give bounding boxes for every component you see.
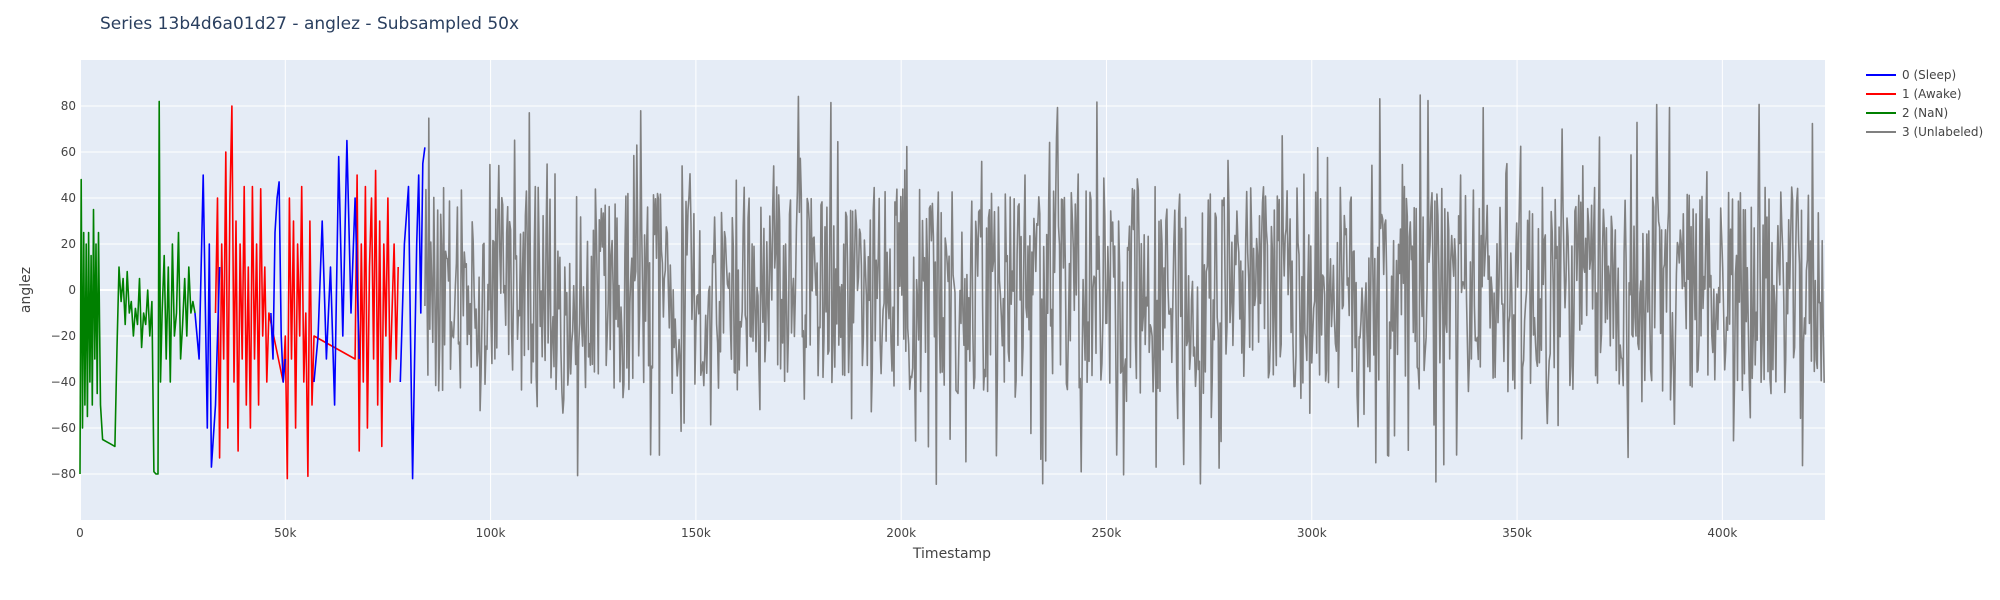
series-sleep-line: [194, 174, 221, 468]
y-tick-label: 60: [61, 145, 76, 159]
x-tick-label: 300k: [1297, 526, 1327, 540]
y-tick-label: −20: [51, 329, 76, 343]
x-tick-label: 400k: [1707, 526, 1737, 540]
x-axis-title: Timestamp: [912, 546, 991, 562]
y-tick-label: 80: [61, 99, 76, 113]
x-tick-label: 0: [76, 526, 84, 540]
y-axis-title: anglez: [18, 267, 34, 313]
x-tick-label: 50k: [274, 526, 296, 540]
y-axis-ticks: −80 −60 −40 −20 0 20 40 60 80: [51, 99, 76, 481]
x-tick-label: 350k: [1502, 526, 1532, 540]
x-tick-label: 250k: [1092, 526, 1122, 540]
chart-title: Series 13b4d6a01d27 - anglez - Subsample…: [100, 14, 519, 34]
series-sleep-line: [399, 147, 426, 480]
x-axis-ticks: 0 50k 100k 150k 200k 250k 300k 350k 400k: [76, 526, 1737, 540]
y-tick-label: −40: [51, 375, 76, 389]
series-unlabeled-line: [424, 94, 1825, 485]
x-tick-label: 100k: [476, 526, 506, 540]
legend-label: 3 (Unlabeled): [1902, 125, 1983, 139]
series-sleep-line: [313, 139, 360, 406]
y-tick-label: 40: [61, 191, 76, 205]
x-tick-label: 150k: [681, 526, 711, 540]
y-tick-label: 0: [68, 283, 76, 297]
legend: 0 (Sleep) 1 (Awake) 2 (NaN) 3 (Unlabeled): [1866, 68, 1983, 139]
x-tick-label: 200k: [886, 526, 916, 540]
y-tick-label: −60: [51, 421, 76, 435]
series-sleep-line: [270, 181, 287, 383]
series-awake-line: [214, 105, 399, 480]
legend-label: 0 (Sleep): [1902, 68, 1956, 82]
y-tick-label: −80: [51, 467, 76, 481]
y-tick-label: 20: [61, 237, 76, 251]
legend-label: 2 (NaN): [1902, 106, 1948, 120]
series-nan-line: [79, 100, 196, 475]
legend-label: 1 (Awake): [1902, 87, 1962, 101]
series-lines: [79, 94, 1825, 485]
